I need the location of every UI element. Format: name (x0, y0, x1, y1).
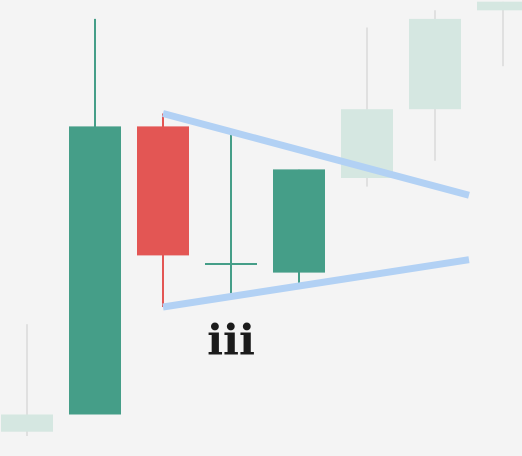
candle-4 (273, 169, 325, 286)
candle-body (1, 414, 53, 432)
wave-label: iii (207, 315, 255, 364)
candle-0 (1, 324, 53, 436)
candles (1, 1, 522, 436)
candle-6 (409, 10, 461, 161)
candle-body (409, 18, 461, 110)
trendline-upper (162, 110, 470, 199)
annotations: iii (207, 315, 255, 364)
candle-3 (205, 130, 257, 295)
trendlines (162, 110, 470, 311)
candle-7 (477, 1, 522, 67)
candle-body (477, 1, 522, 11)
candle-body (137, 126, 189, 256)
candle-1 (69, 18, 121, 415)
trendline-lower (162, 256, 470, 311)
candle-body (69, 126, 121, 415)
candle-2 (137, 113, 189, 307)
candle-body (273, 169, 325, 273)
